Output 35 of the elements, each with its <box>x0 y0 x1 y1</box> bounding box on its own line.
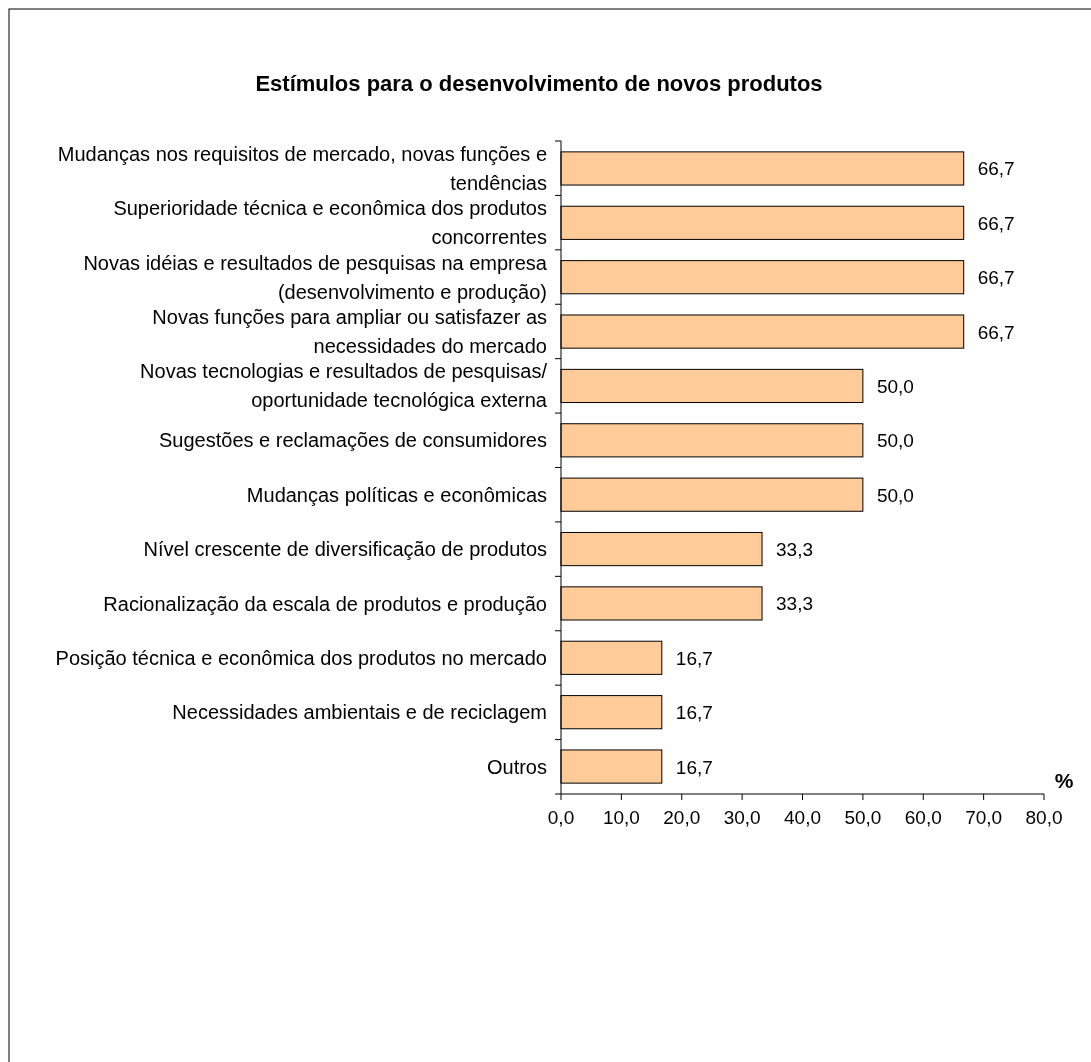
y-tick-label: Novas idéias e resultados de pesquisas na empresa (desenvolvimento e produção) <box>83 251 548 303</box>
data-label: 50,0 <box>876 375 914 397</box>
data-label: 66,7 <box>977 267 1015 289</box>
chart-title: Estímulos para o desenvolvimento de novos produtos <box>255 71 823 96</box>
data-label: 66,7 <box>977 158 1015 180</box>
x-tick-label: 40,0 <box>784 807 821 828</box>
data-label: 66,7 <box>977 321 1015 343</box>
x-tick-label: 50,0 <box>844 807 882 828</box>
x-tick-label: 20,0 <box>663 807 701 828</box>
data-label: 16,7 <box>675 756 713 778</box>
data-label: 50,0 <box>876 484 914 506</box>
y-tick-label: Mudanças nos requisitos de mercado, novas funções e tendências <box>57 142 547 194</box>
data-label: 16,7 <box>675 702 713 724</box>
x-tick-label: 80,0 <box>1025 807 1063 828</box>
data-label: 33,3 <box>776 593 814 615</box>
y-tick-label: Necessidades ambientais e de reciclagem <box>172 701 547 724</box>
x-tick-label: 70,0 <box>965 807 1003 828</box>
y-tick-label: Sugestões e reclamações de consumidores <box>159 429 547 452</box>
data-label: 50,0 <box>876 430 914 452</box>
y-tick-label: Superioridade técnica e econômica dos produtos concorrentes <box>113 197 547 249</box>
data-label: 33,3 <box>776 539 814 561</box>
data-label: 16,7 <box>675 647 713 669</box>
x-tick-label: 0,0 <box>547 807 575 828</box>
y-tick-label: Outros <box>486 755 547 778</box>
y-tick-label: Nível crescente de diversificação de produtos <box>143 538 547 561</box>
x-tick-label: 60,0 <box>904 807 942 828</box>
y-tick-label: Novas funções para ampliar ou satisfazer as necessidades do mercado <box>152 305 547 357</box>
y-tick-label: Novas tecnologias e resultados de pesquisas/ oportunidade tecnológica externa <box>140 360 548 412</box>
x-tick-label: 10,0 <box>602 807 640 828</box>
x-tick-label: 30,0 <box>723 807 761 828</box>
y-tick-label: Posição técnica e econômica dos produtos no mercado <box>55 646 547 669</box>
x-axis-title: % <box>1054 769 1074 792</box>
data-label: 66,7 <box>977 212 1015 234</box>
y-tick-label: Racionalização da escala de produtos e produção <box>103 592 547 615</box>
y-tick-label: Mudanças políticas e econômicas <box>246 483 547 506</box>
